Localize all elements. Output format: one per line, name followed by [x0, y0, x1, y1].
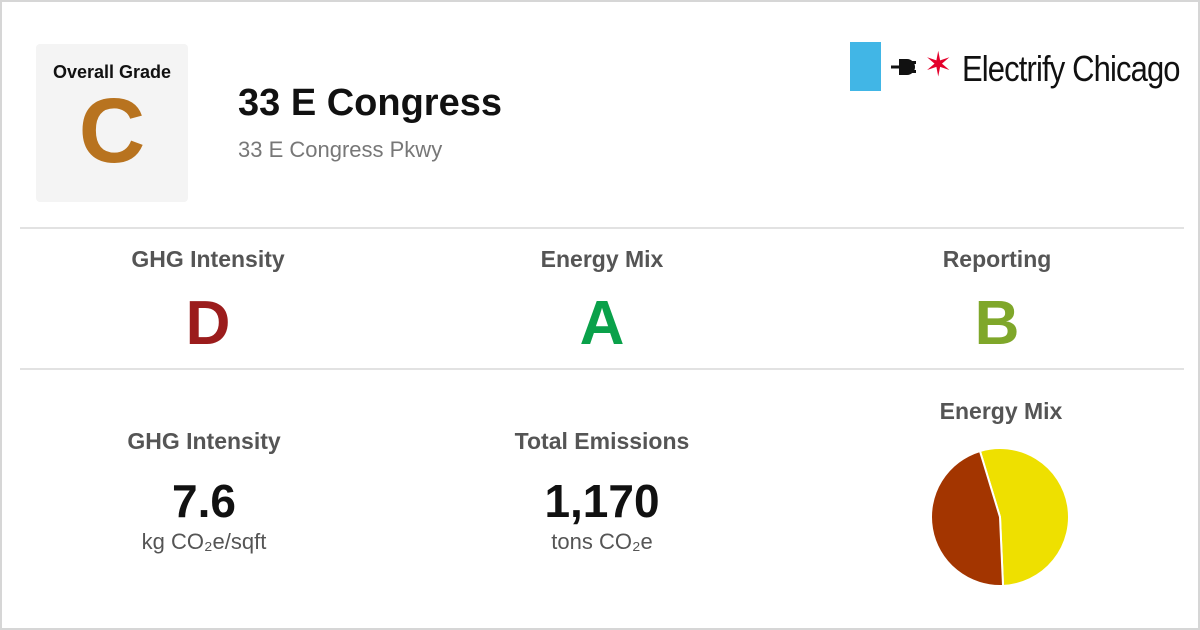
stat-unit: kg CO₂e/sqft: [141, 529, 267, 554]
stat-ghg-intensity: GHG Intensity 7.6 kg CO₂e/sqft: [54, 428, 354, 555]
grade-letter: D: [185, 289, 231, 358]
stat-unit: tons CO₂e: [551, 529, 653, 554]
star-icon: ✶: [924, 46, 953, 84]
building-address: 33 E Congress Pkwy: [238, 137, 443, 162]
energy-mix-label: Energy Mix: [939, 398, 1063, 424]
flag-stripe-icon: [850, 42, 881, 91]
stat-label: Total Emissions: [514, 428, 690, 454]
grade-letter: B: [974, 289, 1020, 358]
grade-label: Reporting: [942, 246, 1052, 272]
grade-label: Energy Mix: [540, 246, 664, 272]
pie-slice-1: [930, 449, 1005, 587]
electrify-chicago-logo[interactable]: ✶ Electrify Chicago: [850, 42, 1181, 94]
grade-energy-mix: Energy Mix A: [462, 246, 742, 359]
divider: [20, 227, 1184, 229]
divider: [20, 368, 1184, 370]
grade-ghg-intensity: GHG Intensity D: [68, 246, 348, 359]
stat-value: 7.6: [172, 475, 236, 527]
grade-letter: A: [579, 289, 625, 358]
overall-grade-label: Overall Grade: [52, 62, 172, 82]
stat-value: 1,170: [544, 475, 660, 527]
grade-label: GHG Intensity: [131, 246, 285, 272]
stat-label: GHG Intensity: [127, 428, 281, 454]
stat-total-emissions: Total Emissions 1,170 tons CO₂e: [452, 428, 752, 555]
overall-grade-letter: C: [78, 80, 146, 182]
energy-mix-section: Energy Mix: [851, 398, 1151, 425]
grade-reporting: Reporting B: [857, 246, 1137, 359]
overall-grade-box: Overall Grade C: [36, 44, 188, 202]
logo-text: Electrify Chicago: [962, 48, 1181, 89]
plug-icon: [891, 59, 916, 75]
building-name: 33 E Congress: [238, 82, 502, 124]
energy-mix-pie-chart: [930, 447, 1070, 587]
